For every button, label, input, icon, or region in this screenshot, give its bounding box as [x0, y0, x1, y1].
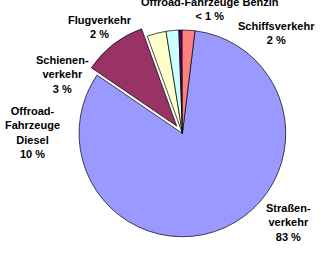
svg-text:Flugverkehr2 %: Flugverkehr2 % [68, 14, 132, 40]
svg-text:Offroad-FahrzeugeDiesel10 %: Offroad-FahrzeugeDiesel10 % [5, 105, 60, 160]
svg-text:Schiffsverkehr2 %: Schiffsverkehr2 % [238, 20, 315, 46]
svg-text:Offroad-Fahrzeuge Benzin< 1 %: Offroad-Fahrzeuge Benzin< 1 % [141, 0, 279, 22]
svg-text:Straßen-verkehr83 %: Straßen-verkehr83 % [266, 202, 311, 243]
svg-text:Schienen-verkehr3 %: Schienen-verkehr3 % [36, 54, 89, 95]
